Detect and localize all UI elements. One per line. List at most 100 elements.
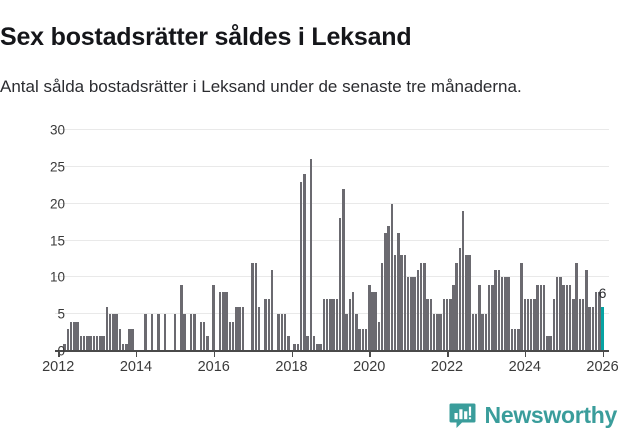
bar xyxy=(500,277,504,351)
bar-chart: 6 0 5 10 15 20 25 30 2012 2014 2016 2018 2020 2022 2… xyxy=(0,118,631,390)
bar xyxy=(82,336,86,351)
bar xyxy=(299,181,303,351)
bar xyxy=(231,321,235,351)
bar xyxy=(218,292,222,351)
bar xyxy=(73,321,76,351)
bar xyxy=(497,269,501,351)
bar xyxy=(413,277,416,351)
bar xyxy=(131,328,134,351)
gridline xyxy=(55,276,609,278)
bar xyxy=(387,225,390,351)
bar xyxy=(481,314,484,351)
page-subtitle: Antal sålda bostadsrätter i Leksand unde… xyxy=(0,77,522,96)
x-axis-tick-label: 2014 xyxy=(119,359,153,375)
bar xyxy=(280,314,284,351)
bar xyxy=(546,336,549,351)
bar xyxy=(591,306,595,351)
bar xyxy=(76,321,79,351)
bar xyxy=(228,321,232,351)
bar xyxy=(293,343,296,351)
bar xyxy=(79,336,83,351)
footer-branding: Newsworthy xyxy=(449,402,617,429)
bar xyxy=(578,299,582,351)
bar xyxy=(212,284,215,351)
bar xyxy=(225,292,228,351)
bar xyxy=(397,233,400,351)
bar xyxy=(581,299,585,351)
bar xyxy=(598,292,601,351)
bar xyxy=(549,336,552,351)
bar xyxy=(309,159,313,351)
bar xyxy=(452,284,455,351)
bar xyxy=(355,314,358,351)
bar xyxy=(523,299,527,351)
bar xyxy=(296,343,300,351)
bar xyxy=(539,284,543,351)
y-axis-tick-label: 5 xyxy=(57,306,65,322)
bar xyxy=(455,262,458,351)
bar xyxy=(403,255,407,351)
x-axis-tick xyxy=(213,351,216,357)
bar xyxy=(478,284,481,351)
bar xyxy=(510,328,514,351)
bar xyxy=(319,343,322,351)
y-axis-tick-label: 10 xyxy=(49,269,65,285)
gridline xyxy=(55,202,609,204)
bar xyxy=(517,328,520,351)
bar xyxy=(380,262,384,351)
bar xyxy=(588,306,591,351)
bar xyxy=(390,203,394,351)
bar xyxy=(264,299,267,351)
x-axis-tick-label: 2018 xyxy=(275,359,308,375)
bar xyxy=(283,314,287,351)
bar xyxy=(95,336,99,351)
bar xyxy=(92,336,96,351)
bar xyxy=(277,314,280,351)
bar xyxy=(442,299,446,351)
bar xyxy=(393,255,397,351)
bar xyxy=(432,314,436,351)
bar xyxy=(458,247,462,351)
x-axis-tick xyxy=(58,351,60,357)
bar xyxy=(572,299,575,351)
bar xyxy=(125,343,128,351)
bar xyxy=(286,336,290,351)
bar xyxy=(86,336,89,351)
bar xyxy=(364,328,368,351)
bar xyxy=(66,328,70,351)
bar xyxy=(533,299,536,351)
bar xyxy=(361,328,365,351)
bar-series: 6 xyxy=(55,130,609,351)
y-axis-tick-label: 15 xyxy=(49,233,65,248)
bar xyxy=(202,321,206,351)
bar xyxy=(99,336,102,351)
bar xyxy=(419,262,423,351)
page-title: Sex bostadsrätter såldes i Leksand xyxy=(0,22,412,51)
bar xyxy=(504,277,507,351)
gridline xyxy=(55,313,609,315)
bar xyxy=(513,328,517,351)
bar xyxy=(332,299,335,351)
bar xyxy=(306,336,309,351)
x-axis-line xyxy=(55,350,609,352)
bar xyxy=(374,292,377,351)
bar xyxy=(529,299,533,351)
x-axis-tick xyxy=(602,351,605,357)
bar xyxy=(348,299,352,351)
bar xyxy=(102,336,105,351)
bar xyxy=(128,328,131,351)
bar xyxy=(238,306,241,351)
bar xyxy=(555,277,559,351)
bar xyxy=(465,255,468,351)
x-axis-tick-label: 2022 xyxy=(430,359,464,375)
y-axis-tick-label: 0 xyxy=(57,343,65,359)
bar xyxy=(345,314,348,351)
bar xyxy=(63,343,66,351)
bar xyxy=(199,321,203,351)
bar xyxy=(105,306,109,351)
bar xyxy=(436,314,439,351)
bar xyxy=(536,284,539,351)
bar xyxy=(115,314,118,351)
bar xyxy=(150,314,154,351)
bar xyxy=(471,314,475,351)
